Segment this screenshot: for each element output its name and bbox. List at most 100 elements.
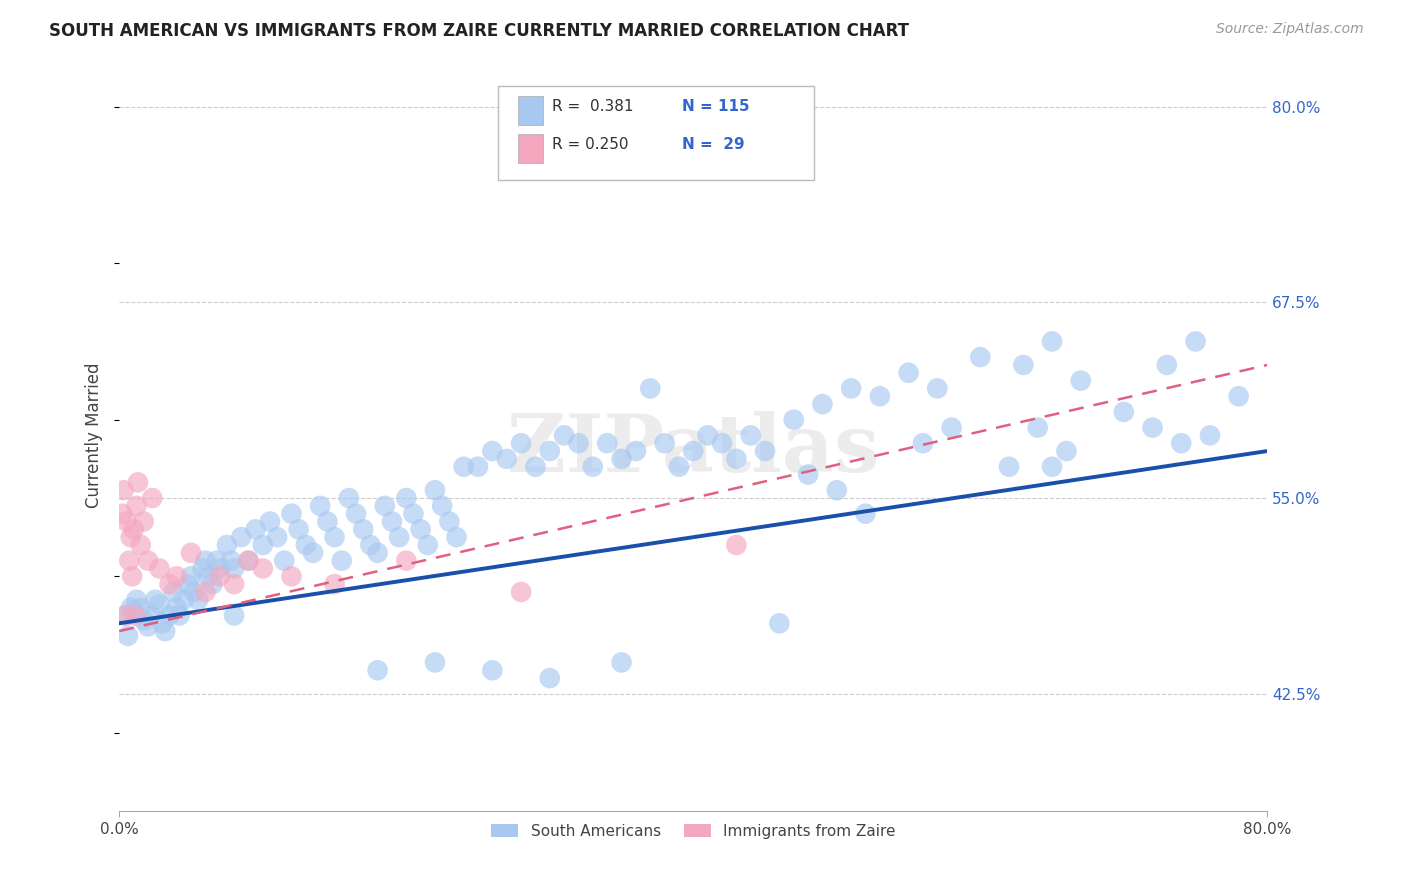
Point (897, 366, 920, 380)
Point (136, 554, 159, 568)
Point (252, 561, 274, 575)
Point (495, 451, 517, 466)
Point (344, 507, 367, 521)
Point (582, 459, 605, 474)
Point (177, 577, 200, 591)
Point (402, 507, 425, 521)
Point (754, 444, 776, 458)
Point (783, 413, 806, 427)
Point (163, 585, 186, 599)
Point (111, 507, 134, 521)
Point (266, 530, 288, 544)
Point (194, 554, 217, 568)
Point (1199, 428, 1222, 442)
Point (173, 592, 195, 607)
Point (201, 577, 224, 591)
Point (1184, 334, 1206, 349)
Point (129, 538, 152, 552)
Point (359, 538, 381, 552)
Point (122, 604, 145, 618)
Point (208, 569, 231, 583)
Text: ZIPatlas: ZIPatlas (508, 411, 879, 490)
Point (127, 475, 149, 490)
Point (1142, 420, 1164, 434)
Point (132, 515, 155, 529)
Point (725, 451, 748, 466)
Point (481, 663, 503, 677)
Point (395, 554, 418, 568)
Point (395, 491, 418, 505)
Point (409, 522, 432, 536)
Point (143, 592, 166, 607)
Point (998, 459, 1021, 474)
Point (169, 608, 191, 623)
Point (682, 444, 704, 458)
Legend: South Americans, Immigrants from Zaire: South Americans, Immigrants from Zaire (485, 818, 901, 845)
Point (215, 538, 238, 552)
Point (323, 530, 346, 544)
Point (1170, 436, 1192, 450)
Point (159, 577, 181, 591)
Text: N = 115: N = 115 (682, 99, 749, 114)
Point (839, 381, 862, 395)
Point (825, 483, 848, 498)
Text: R = 0.250: R = 0.250 (553, 136, 628, 152)
Point (125, 592, 148, 607)
Point (538, 671, 561, 685)
Point (638, 381, 661, 395)
Point (446, 530, 468, 544)
Point (183, 585, 205, 599)
Y-axis label: Currently Married: Currently Married (86, 363, 103, 508)
Point (654, 436, 676, 450)
Point (969, 350, 991, 364)
Point (423, 656, 446, 670)
Point (115, 608, 138, 623)
Point (911, 436, 934, 450)
Point (122, 522, 145, 536)
Point (941, 420, 963, 434)
Point (208, 561, 231, 575)
Point (1012, 358, 1035, 372)
Point (337, 491, 360, 505)
Point (330, 554, 353, 568)
Point (295, 538, 318, 552)
Point (136, 619, 159, 633)
Point (1112, 405, 1135, 419)
Text: SOUTH AMERICAN VS IMMIGRANTS FROM ZAIRE CURRENTLY MARRIED CORRELATION CHART: SOUTH AMERICAN VS IMMIGRANTS FROM ZAIRE … (49, 22, 910, 40)
Point (194, 585, 217, 599)
Point (927, 381, 949, 395)
Point (510, 585, 533, 599)
Point (481, 444, 503, 458)
Text: Source: ZipAtlas.com: Source: ZipAtlas.com (1216, 22, 1364, 37)
Point (124, 608, 146, 623)
Point (150, 616, 173, 631)
Point (117, 629, 139, 643)
Point (352, 522, 374, 536)
Point (280, 569, 302, 583)
Point (596, 436, 619, 450)
Point (114, 608, 136, 623)
Point (197, 569, 219, 583)
Point (323, 577, 346, 591)
FancyBboxPatch shape (517, 96, 543, 125)
Point (129, 600, 152, 615)
FancyBboxPatch shape (517, 134, 543, 162)
Point (159, 608, 181, 623)
Point (222, 608, 245, 623)
Point (725, 538, 748, 552)
Point (711, 436, 734, 450)
Point (121, 569, 143, 583)
Point (668, 459, 690, 474)
FancyBboxPatch shape (498, 86, 814, 180)
Point (222, 561, 245, 575)
Point (367, 546, 389, 560)
Point (280, 507, 302, 521)
Point (453, 459, 475, 474)
Point (245, 522, 267, 536)
Point (610, 656, 633, 670)
Point (855, 507, 877, 521)
Point (148, 561, 170, 575)
Text: R =  0.381: R = 0.381 (553, 99, 634, 114)
Point (538, 444, 561, 458)
Point (430, 499, 453, 513)
